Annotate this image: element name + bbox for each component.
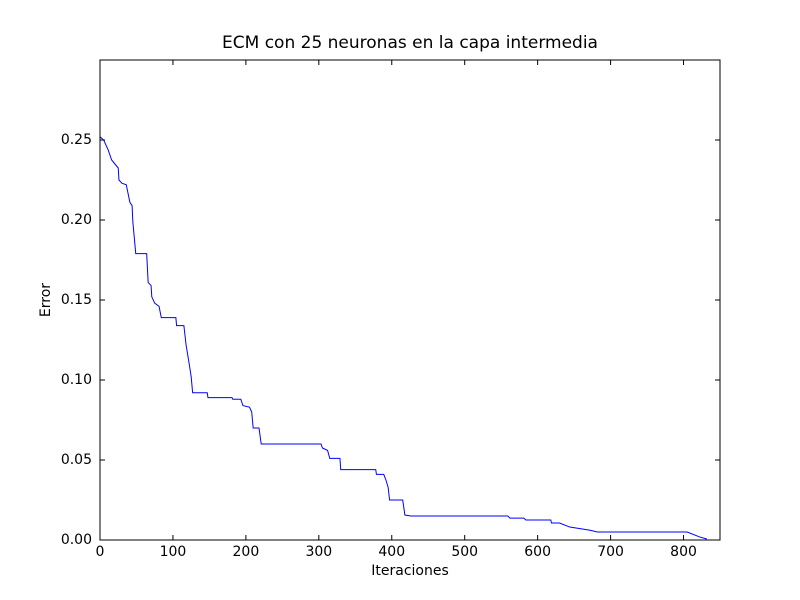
y-tick-label: 0.05 [61,452,92,468]
x-tick-label: 300 [305,544,332,560]
plot-frame [99,59,721,541]
x-tick-label: 700 [597,544,624,560]
y-tick-label: 0.10 [61,372,92,388]
x-tick-label: 200 [233,544,260,560]
y-tick-label: 0.15 [61,292,92,308]
x-tick-label: 400 [378,544,405,560]
x-tick-label: 600 [524,544,551,560]
x-axis-label: Iteraciones [371,563,449,579]
x-tick-label: 500 [451,544,478,560]
x-tick-label: 100 [160,544,187,560]
y-tick-label: 0.00 [61,532,92,548]
y-tick-label: 0.25 [61,132,92,148]
chart-title: ECM con 25 neuronas en la capa intermedi… [222,33,598,53]
x-tick-label: 0 [96,544,105,560]
x-tick-label: 800 [670,544,697,560]
data-line [99,136,708,540]
y-tick-label: 0.20 [61,212,92,228]
y-axis-label: Error [38,283,54,317]
